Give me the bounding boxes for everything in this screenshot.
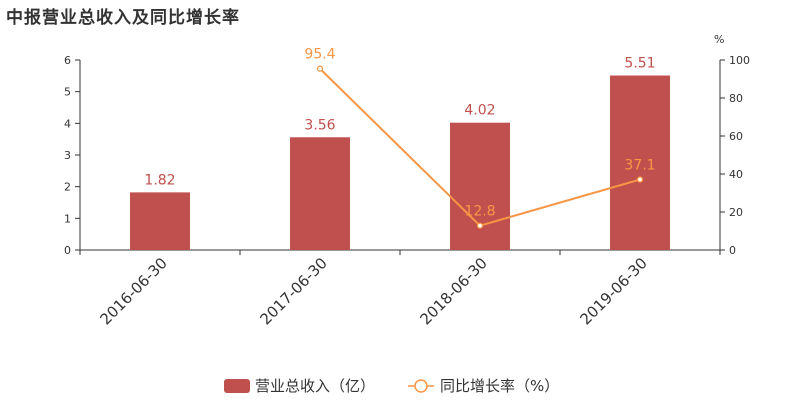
bar-value-label: 3.56: [304, 117, 335, 133]
y-left-tick-label: 3: [64, 149, 71, 162]
y-right-tick-label: 80: [729, 92, 743, 105]
bar: [130, 192, 190, 250]
y-right-tick-label: 60: [729, 130, 743, 143]
x-tick-label: 2016-06-30: [96, 254, 170, 328]
growth-rate-point: [636, 176, 644, 183]
bar: [290, 137, 350, 250]
bar: [610, 75, 670, 251]
growth-rate-point: [476, 222, 484, 229]
x-tick-label: 2017-06-30: [256, 254, 330, 328]
bar-value-label: 1.82: [144, 172, 175, 188]
bar-value-label: 5.51: [624, 56, 655, 72]
legend-bar-swatch: [224, 379, 250, 393]
y-left-tick-label: 2: [64, 181, 71, 194]
x-tick-label: 2019-06-30: [576, 254, 650, 328]
legend-line-label: 同比增长率（%）: [440, 377, 559, 395]
growth-rate-point: [316, 65, 324, 72]
bar: [450, 122, 510, 250]
growth-rate-value-label: 95.4: [304, 47, 335, 63]
y-left-tick-label: 4: [64, 117, 71, 130]
y-left-tick-label: 0: [64, 244, 71, 257]
legend-line-marker: [414, 379, 428, 393]
bar-value-label: 4.02: [464, 103, 495, 119]
x-tick-label: 2018-06-30: [416, 254, 490, 328]
legend-bar-label: 营业总收入（亿）: [255, 377, 375, 395]
y-right-tick-label: 20: [729, 206, 743, 219]
chart-title: 中报营业总收入及同比增长率: [6, 8, 240, 28]
y-left-tick-label: 1: [64, 212, 71, 225]
growth-rate-value-label: 12.8: [464, 204, 495, 220]
y-right-tick-label: 40: [729, 168, 743, 181]
y-left-tick-label: 6: [64, 54, 71, 67]
growth-rate-value-label: 37.1: [624, 158, 655, 174]
y-right-tick-label: 0: [729, 244, 736, 257]
y-left-tick-label: 5: [64, 86, 71, 99]
y-right-tick-label: 100: [729, 54, 750, 67]
y-right-unit: %: [714, 33, 724, 46]
